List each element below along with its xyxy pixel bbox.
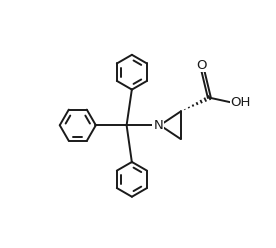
Text: N: N <box>153 119 163 132</box>
Text: OH: OH <box>230 96 251 109</box>
Text: O: O <box>196 59 206 72</box>
